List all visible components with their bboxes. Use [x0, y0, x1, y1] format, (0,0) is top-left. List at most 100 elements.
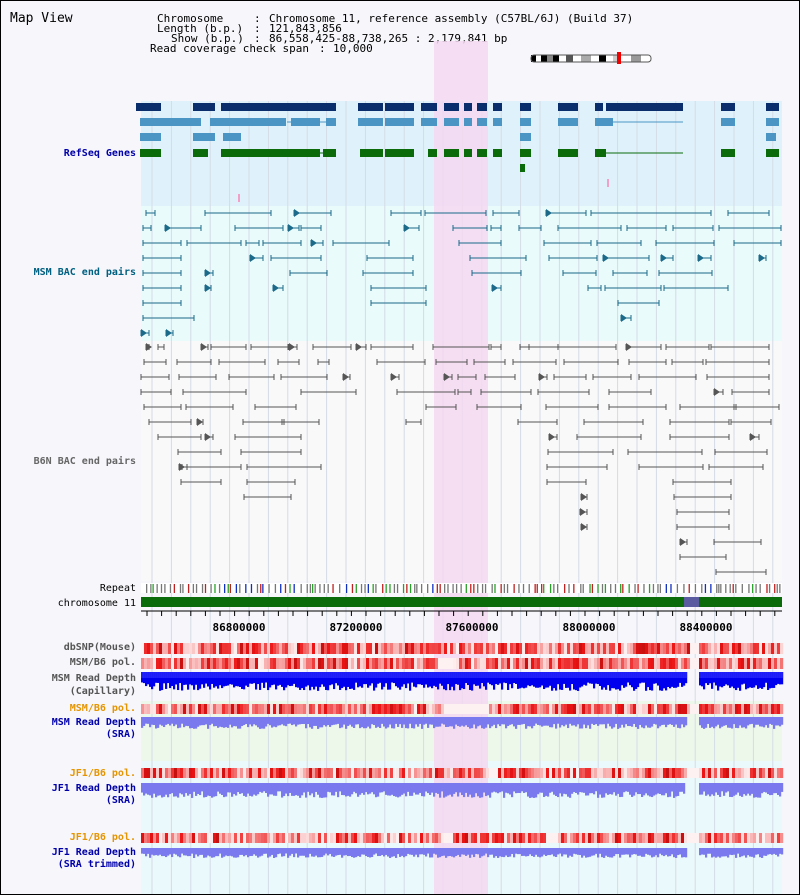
msm-capillary-depth-bar: [389, 672, 392, 690]
dbsnp-cell: [729, 643, 733, 654]
msm-pol-cell: [333, 658, 337, 669]
msm-pol-cell: [567, 658, 571, 669]
jf1-depth-bar: [275, 783, 278, 796]
track-label-refseq[interactable]: RefSeq Genes: [63, 148, 136, 159]
dbsnp-cell: [234, 643, 238, 654]
msm-capillary-depth-top: [307, 672, 310, 678]
repeat-element: [465, 584, 467, 593]
msm-sra-depth-bar: [543, 717, 546, 726]
jf1-pol-cell: [444, 768, 448, 778]
msm-capillary-depth-top: [149, 672, 152, 678]
msm-sra-depth-bar: [381, 717, 384, 724]
msm-capillary-depth-top: [507, 672, 510, 678]
msm-sra-pol-cell: [324, 704, 328, 714]
jf1-pol-cell: [675, 768, 679, 778]
jf1-pol-cell: [195, 768, 199, 778]
msm-bac-arrow: [250, 254, 256, 262]
repeat-element: [589, 584, 591, 593]
track-label-b6n-bac[interactable]: B6N BAC end pairs: [33, 456, 136, 467]
msm-sra-pol-cell: [192, 704, 196, 714]
msm-capillary-depth-bar: [479, 672, 482, 689]
msm-capillary-depth-top: [437, 672, 440, 678]
jf1-trim-depth-bar: [469, 848, 472, 858]
msm-capillary-depth-top: [329, 672, 332, 678]
jf1-depth-bar: [745, 783, 748, 796]
jf1-trim-pol-cell: [633, 833, 637, 843]
repeat-element: [460, 584, 462, 593]
repeat-element: [779, 584, 781, 593]
msm-pol-cell: [264, 658, 268, 669]
msm-sra-depth-bar: [761, 717, 764, 727]
msm-capillary-depth-top: [227, 672, 230, 678]
dbsnp-cell: [774, 643, 778, 654]
msm-capillary-depth-bar: [523, 672, 526, 689]
msm-pol-cell: [213, 658, 217, 669]
dbsnp-cell: [609, 643, 613, 654]
refseq-gene-exon: [193, 133, 215, 141]
msm-capillary-depth-top: [745, 672, 748, 678]
jf1-depth-bar: [621, 783, 624, 797]
jf1-pol-cell: [276, 768, 280, 778]
msm-capillary-depth-top: [511, 672, 514, 678]
dbsnp-cell: [543, 643, 547, 654]
msm-capillary-depth-bar: [297, 672, 300, 688]
jf1-trim-depth-bar: [527, 848, 530, 857]
jf1-trim-depth-bar: [381, 848, 384, 855]
jf1-trim-depth-bar: [423, 848, 426, 855]
jf1-trim-depth-bar: [171, 848, 174, 858]
msm-capillary-depth-bar: [459, 672, 462, 691]
jf1-depth-bar: [739, 783, 742, 796]
msm-capillary-depth-top: [247, 672, 250, 678]
msm-pol-cell: [462, 658, 466, 669]
dbsnp-cell: [393, 643, 397, 654]
msm-sra-pol-cell: [618, 704, 622, 714]
refseq-gene-exon: [193, 149, 208, 157]
jf1-depth-bar: [349, 783, 352, 797]
dbsnp-cell: [699, 643, 703, 654]
jf1-pol-cell: [555, 768, 559, 778]
jf1-trim-pol-cell: [426, 833, 430, 843]
dbsnp-cell: [195, 643, 199, 654]
jf1-trim-depth-bar: [671, 848, 674, 855]
msm-sra-depth-bar: [185, 717, 188, 726]
jf1-trim-depth-bar: [507, 848, 510, 858]
track-label-msm-bac[interactable]: MSM BAC end pairs: [33, 267, 136, 278]
msm-sra-depth-bar: [175, 717, 178, 725]
dbsnp-cell: [582, 643, 586, 654]
msm-capillary-depth-top: [349, 672, 352, 678]
msm-capillary-depth-top: [563, 672, 566, 678]
msm-capillary-depth-bar: [397, 672, 400, 688]
refseq-gene-exon: [444, 118, 459, 126]
repeat-element: [718, 584, 720, 593]
jf1-depth-bar: [253, 783, 256, 795]
msm-sra-pol-cell: [300, 704, 304, 714]
jf1-pol-cell: [657, 768, 661, 778]
msm-pol-cell: [642, 658, 646, 669]
jf1-trim-depth-bar: [745, 848, 748, 858]
msm-capillary-depth-bar: [781, 672, 784, 685]
jf1-depth-bar: [509, 783, 512, 795]
msm-capillary-depth-bar: [683, 672, 686, 686]
msm-sra-depth-bar: [253, 717, 256, 725]
msm-sra-depth-bar: [627, 717, 630, 727]
msm-capillary-depth-top: [655, 672, 658, 678]
msm-capillary-depth-top: [781, 672, 784, 678]
msm-capillary-depth-bar: [343, 672, 346, 687]
msm-capillary-depth-bar: [311, 672, 314, 687]
msm-capillary-depth-top: [645, 672, 648, 678]
msm-capillary-depth-bar: [663, 672, 666, 689]
msm-sra-pol-cell: [273, 704, 277, 714]
msm-capillary-depth-top: [577, 672, 580, 678]
refseq-gene-exon: [421, 103, 437, 111]
jf1-depth-bar: [645, 783, 648, 794]
jf1-pol-cell: [633, 768, 637, 778]
msm-capillary-depth-bar: [449, 672, 452, 691]
msm-sra-depth-bar: [385, 717, 388, 729]
jf1-pol-cell: [642, 768, 646, 778]
msm-capillary-depth-bar: [509, 672, 512, 685]
msm-sra-pol-cell: [462, 704, 466, 714]
track-label-jf1-depth: JF1 Read Depth: [51, 783, 136, 794]
dbsnp-cell: [324, 643, 328, 654]
msm-sra-depth-bar: [203, 717, 206, 726]
